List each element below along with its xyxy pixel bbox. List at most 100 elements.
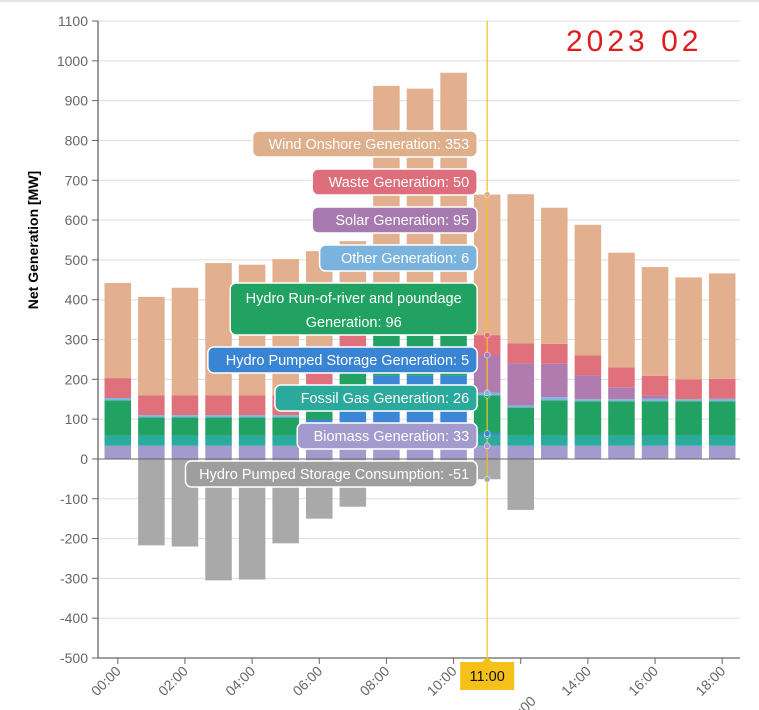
bar-segment-solar-generation[interactable] bbox=[541, 363, 568, 398]
bar-segment-other-generation[interactable] bbox=[104, 398, 132, 401]
bar-segment-waste-generation[interactable] bbox=[708, 378, 736, 399]
y-tick-label: 400 bbox=[65, 292, 89, 308]
bar-segment-other-generation[interactable] bbox=[205, 415, 232, 418]
bar-segment-biomass-generation[interactable] bbox=[238, 445, 266, 459]
x-tick-label: 14:00 bbox=[558, 663, 594, 699]
tooltip-box bbox=[251, 130, 478, 158]
hover-point bbox=[483, 191, 491, 198]
bar-segment-hydro-run-of-river-and-poundage-generation[interactable] bbox=[574, 401, 602, 436]
bar-segment-fossil-gas-generation[interactable] bbox=[138, 435, 165, 446]
bar-segment-other-generation[interactable] bbox=[675, 399, 702, 402]
bar-segment-hydro-pumped-storage-consumption[interactable] bbox=[138, 458, 165, 546]
bar-segment-wind-onshore-generation[interactable] bbox=[608, 252, 635, 368]
bar-segment-other-generation[interactable] bbox=[138, 415, 165, 418]
tooltip-box bbox=[207, 346, 478, 374]
hover-cursor: 11:00 bbox=[460, 21, 515, 690]
bar-segment-biomass-generation[interactable] bbox=[171, 445, 199, 459]
bar-segment-wind-onshore-generation[interactable] bbox=[708, 273, 736, 379]
bar-segment-waste-generation[interactable] bbox=[238, 395, 266, 416]
bar-segment-other-generation[interactable] bbox=[507, 405, 535, 408]
bar-segment-waste-generation[interactable] bbox=[574, 355, 602, 376]
bar-segment-wind-onshore-generation[interactable] bbox=[205, 263, 232, 396]
y-axis-label: Net Generation [MW] bbox=[25, 171, 41, 309]
bar-segment-fossil-gas-generation[interactable] bbox=[104, 435, 132, 446]
y-tick-label: -400 bbox=[60, 610, 88, 626]
bar-segment-biomass-generation[interactable] bbox=[205, 445, 232, 459]
bar-segment-biomass-generation[interactable] bbox=[138, 445, 165, 459]
bar-segment-hydro-run-of-river-and-poundage-generation[interactable] bbox=[205, 417, 232, 436]
bar-segment-biomass-generation[interactable] bbox=[641, 445, 669, 459]
bar-segment-wind-onshore-generation[interactable] bbox=[171, 287, 199, 396]
bar-segment-other-generation[interactable] bbox=[708, 398, 736, 402]
bar-segment-fossil-gas-generation[interactable] bbox=[608, 435, 635, 446]
bar-segment-waste-generation[interactable] bbox=[541, 343, 568, 364]
bar-segment-hydro-run-of-river-and-poundage-generation[interactable] bbox=[272, 417, 299, 436]
y-tick-label: 600 bbox=[65, 212, 89, 228]
bar-segment-biomass-generation[interactable] bbox=[675, 445, 702, 459]
bar-segment-waste-generation[interactable] bbox=[104, 378, 132, 399]
bar-segment-other-generation[interactable] bbox=[171, 415, 199, 418]
bar-segment-hydro-run-of-river-and-poundage-generation[interactable] bbox=[608, 401, 635, 436]
bar-segment-waste-generation[interactable] bbox=[641, 375, 669, 396]
bar-segment-biomass-generation[interactable] bbox=[708, 445, 736, 459]
bar-segment-wind-onshore-generation[interactable] bbox=[104, 282, 132, 379]
y-tick-label: 700 bbox=[65, 172, 89, 188]
y-tick-label: 500 bbox=[65, 252, 89, 268]
bar-segment-biomass-generation[interactable] bbox=[541, 445, 568, 459]
bar-segment-other-generation[interactable] bbox=[272, 415, 299, 418]
bar-segment-fossil-gas-generation[interactable] bbox=[238, 435, 266, 446]
bar-segment-hydro-run-of-river-and-poundage-generation[interactable] bbox=[507, 407, 535, 436]
bar-segment-wind-onshore-generation[interactable] bbox=[574, 224, 602, 356]
bar-segment-hydro-run-of-river-and-poundage-generation[interactable] bbox=[171, 417, 199, 436]
bar-segment-fossil-gas-generation[interactable] bbox=[205, 435, 232, 446]
bar-segment-hydro-run-of-river-and-poundage-generation[interactable] bbox=[238, 417, 266, 436]
y-tick-label: 900 bbox=[65, 93, 89, 109]
hover-point bbox=[483, 351, 491, 359]
bar-segment-hydro-run-of-river-and-poundage-generation[interactable] bbox=[708, 401, 736, 436]
bar-segment-other-generation[interactable] bbox=[608, 399, 635, 402]
bar-segment-wind-onshore-generation[interactable] bbox=[675, 277, 702, 380]
bar-segment-fossil-gas-generation[interactable] bbox=[272, 435, 299, 446]
bar-segment-waste-generation[interactable] bbox=[675, 379, 702, 400]
bar-segment-fossil-gas-generation[interactable] bbox=[641, 435, 669, 446]
bar-segment-solar-generation[interactable] bbox=[608, 387, 635, 400]
tooltip-text: Generation: 96 bbox=[306, 315, 402, 331]
bar-segment-other-generation[interactable] bbox=[541, 397, 568, 401]
bar-segment-fossil-gas-generation[interactable] bbox=[541, 435, 568, 446]
bar-segment-biomass-generation[interactable] bbox=[104, 445, 132, 459]
bar-segment-fossil-gas-generation[interactable] bbox=[574, 435, 602, 446]
bar-segment-hydro-run-of-river-and-poundage-generation[interactable] bbox=[641, 401, 669, 436]
bar-segment-fossil-gas-generation[interactable] bbox=[708, 435, 736, 446]
bar-segment-waste-generation[interactable] bbox=[138, 395, 165, 416]
bar-segment-wind-onshore-generation[interactable] bbox=[541, 207, 568, 344]
bar-segment-waste-generation[interactable] bbox=[507, 343, 535, 364]
bar-segment-wind-onshore-generation[interactable] bbox=[507, 194, 535, 344]
tooltip-box bbox=[318, 244, 478, 272]
bar-segment-fossil-gas-generation[interactable] bbox=[171, 435, 199, 446]
bar-segment-solar-generation[interactable] bbox=[507, 363, 535, 406]
bar-segment-waste-generation[interactable] bbox=[171, 395, 199, 416]
tooltip-text: Other Generation: 6 bbox=[341, 251, 469, 267]
bar-segment-wind-onshore-generation[interactable] bbox=[641, 267, 669, 376]
bar-segment-other-generation[interactable] bbox=[238, 415, 266, 418]
bar-segment-solar-generation[interactable] bbox=[641, 395, 669, 399]
bar-segment-fossil-gas-generation[interactable] bbox=[675, 435, 702, 446]
bar-segment-waste-generation[interactable] bbox=[205, 395, 232, 416]
bar-segment-hydro-pumped-storage-consumption[interactable] bbox=[507, 458, 535, 510]
bar-segment-waste-generation[interactable] bbox=[608, 367, 635, 388]
bar-segment-fossil-gas-generation[interactable] bbox=[507, 435, 535, 446]
bar-segment-biomass-generation[interactable] bbox=[272, 445, 299, 459]
bar-segment-biomass-generation[interactable] bbox=[608, 445, 635, 459]
bar-segment-hydro-run-of-river-and-poundage-generation[interactable] bbox=[675, 401, 702, 436]
bar-segment-other-generation[interactable] bbox=[641, 398, 669, 402]
bar-segment-biomass-generation[interactable] bbox=[574, 445, 602, 459]
x-tick-label: 06:00 bbox=[289, 663, 325, 699]
bar-segment-hydro-run-of-river-and-poundage-generation[interactable] bbox=[541, 400, 568, 436]
bar-segment-solar-generation[interactable] bbox=[574, 375, 602, 400]
bar-segment-hydro-run-of-river-and-poundage-generation[interactable] bbox=[138, 417, 165, 436]
bar-segment-wind-onshore-generation[interactable] bbox=[138, 296, 165, 396]
tooltip-other-generation: Other Generation: 6 bbox=[318, 244, 478, 272]
bar-segment-hydro-run-of-river-and-poundage-generation[interactable] bbox=[104, 400, 132, 436]
bar-segment-biomass-generation[interactable] bbox=[507, 445, 535, 459]
bar-segment-other-generation[interactable] bbox=[574, 399, 602, 402]
